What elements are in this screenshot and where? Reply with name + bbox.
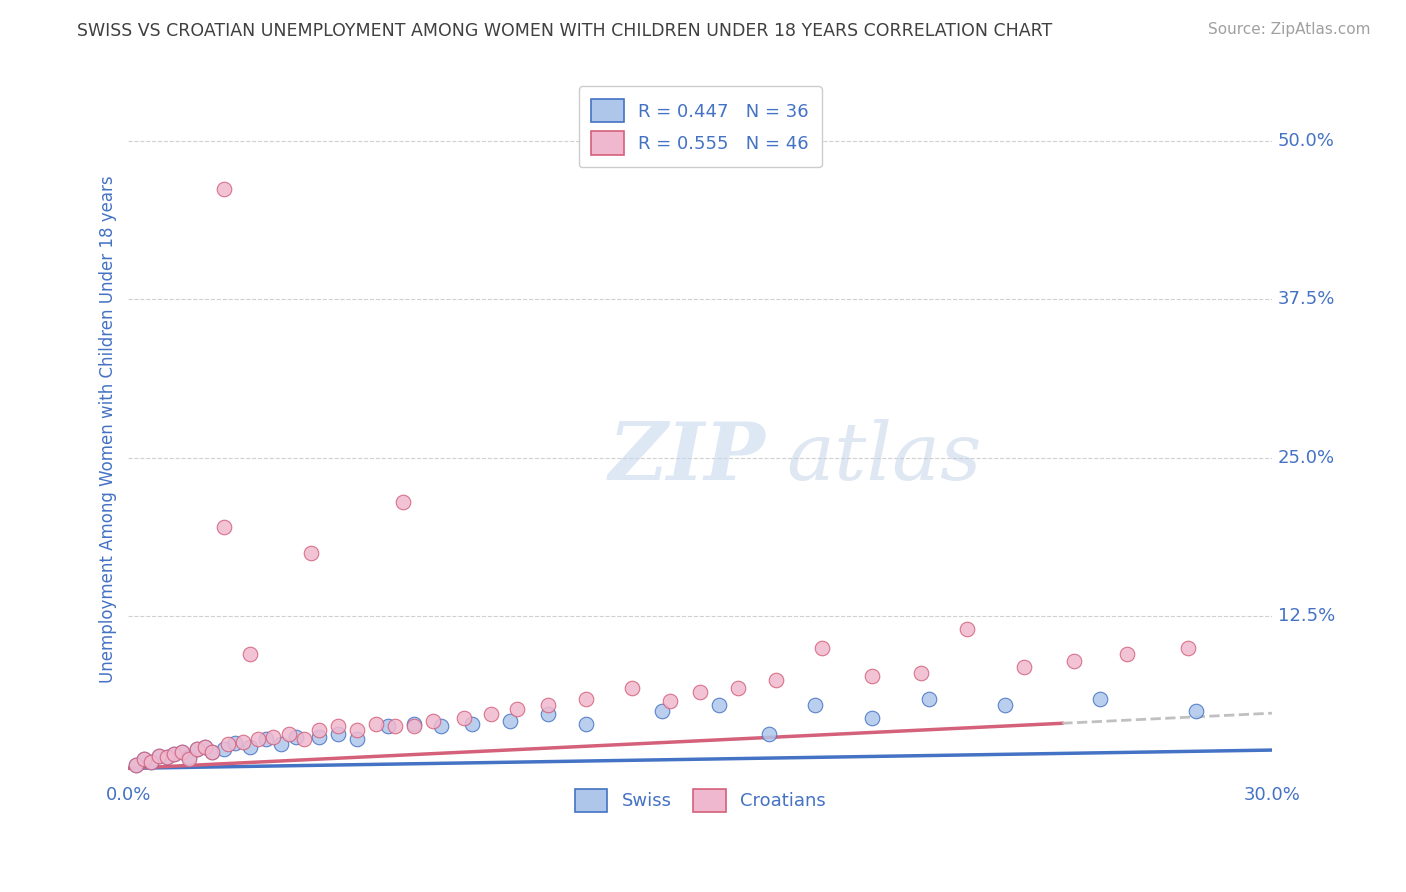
Point [620,681,643,696]
Point [239,647,262,661]
Point [758,727,780,741]
Point [422,714,444,729]
Point [956,622,979,636]
Point [212,182,235,196]
Point [212,742,235,756]
Point [125,757,148,772]
Point [217,737,239,751]
Point [194,739,217,754]
Point [292,732,315,747]
Point [1063,654,1085,668]
Point [430,719,453,733]
Point [308,723,330,738]
Point [537,706,560,721]
Point [1012,660,1035,674]
Y-axis label: Unemployment Among Women with Children Under 18 years: Unemployment Among Women with Children U… [100,176,117,683]
Point [299,546,322,560]
Point [377,719,399,733]
Point [689,685,711,699]
Point [232,734,254,748]
Point [179,752,201,766]
Point [148,748,170,763]
Text: 12.5%: 12.5% [1278,607,1334,625]
Point [285,730,308,744]
Text: 25.0%: 25.0% [1278,449,1334,467]
Point [247,732,270,747]
Point [346,732,368,747]
Point [155,750,177,764]
Point [170,745,193,759]
Point [212,520,235,534]
Point [201,745,224,759]
Point [709,698,731,712]
Point [506,702,529,716]
Point [326,727,349,741]
Point [308,730,330,744]
Point [148,748,170,763]
Point [1090,691,1112,706]
Text: atlas: atlas [786,418,981,496]
Point [132,752,155,766]
Point [918,691,941,706]
Point [575,691,598,706]
Text: 37.5%: 37.5% [1278,290,1336,309]
Point [404,717,426,731]
Point [163,747,186,762]
Point [163,747,186,762]
Legend: Swiss, Croatians: Swiss, Croatians [562,776,838,825]
Point [994,698,1017,712]
Point [460,717,482,731]
Text: Source: ZipAtlas.com: Source: ZipAtlas.com [1208,22,1371,37]
Text: SWISS VS CROATIAN UNEMPLOYMENT AMONG WOMEN WITH CHILDREN UNDER 18 YEARS CORRELAT: SWISS VS CROATIAN UNEMPLOYMENT AMONG WOM… [77,22,1053,40]
Point [498,714,520,729]
Point [392,495,415,509]
Point [326,719,349,733]
Point [179,750,201,764]
Point [651,704,673,718]
Point [132,752,155,766]
Point [910,666,932,681]
Point [277,727,299,741]
Point [1116,647,1139,661]
Point [194,739,217,754]
Point [170,745,193,759]
Point [537,698,560,712]
Point [404,719,426,733]
Point [224,736,246,750]
Point [346,723,368,738]
Point [765,673,787,687]
Point [575,717,598,731]
Point [658,694,681,708]
Point [201,745,224,759]
Point [1184,704,1206,718]
Point [1177,640,1199,655]
Point [186,742,208,756]
Point [270,737,292,751]
Point [141,755,163,769]
Point [186,742,208,756]
Text: ZIP: ZIP [609,418,766,496]
Point [727,681,749,696]
Point [453,710,475,724]
Point [262,730,284,744]
Point [384,719,406,733]
Point [860,669,883,683]
Point [366,717,388,731]
Point [239,739,262,754]
Point [254,732,277,747]
Point [803,698,825,712]
Point [860,710,883,724]
Point [811,640,834,655]
Point [141,755,163,769]
Point [125,757,148,772]
Point [479,706,502,721]
Point [155,750,177,764]
Text: 50.0%: 50.0% [1278,132,1334,150]
